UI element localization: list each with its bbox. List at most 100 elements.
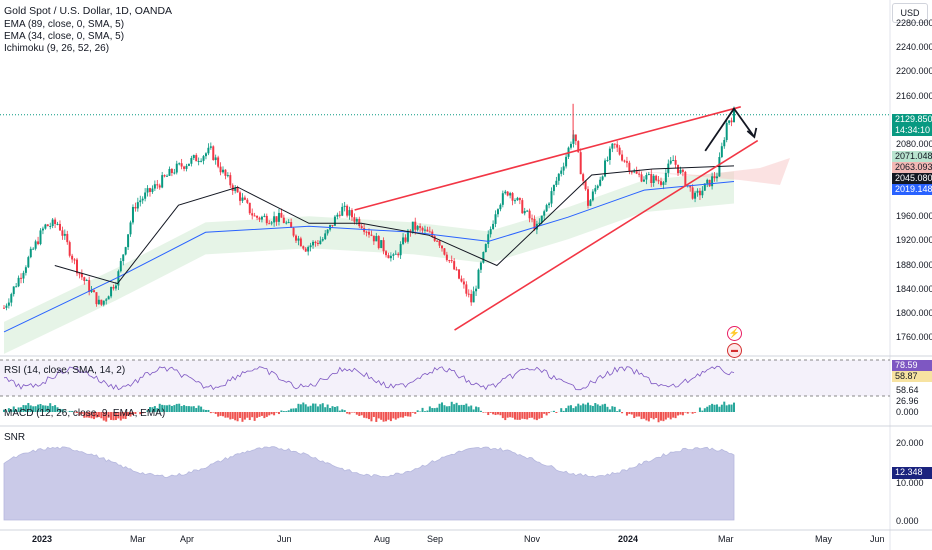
- indicator-ichimoku-label: Ichimoku (9, 26, 52, 26): [4, 43, 110, 54]
- candle-body: [307, 247, 310, 252]
- candle-body: [574, 134, 577, 142]
- macd-bar: [698, 407, 701, 412]
- candle-body: [621, 154, 624, 161]
- macd-bar: [402, 412, 405, 418]
- candle-body: [450, 260, 453, 262]
- macd-bar: [652, 412, 655, 420]
- candle-body: [725, 122, 728, 140]
- macd-bar: [363, 412, 366, 418]
- macd-bar: [662, 412, 665, 422]
- macd-bar: [389, 412, 392, 422]
- price-tick: 1840.000: [896, 283, 932, 294]
- candle-body: [66, 233, 69, 243]
- macd-bar: [151, 407, 154, 412]
- candle-body: [591, 191, 594, 201]
- candle-body: [260, 216, 263, 220]
- candle-body: [7, 302, 10, 306]
- price-tag: 2063.093: [892, 162, 932, 173]
- macd-bar: [672, 412, 675, 418]
- macd-bar: [723, 401, 726, 412]
- macd-bar: [458, 405, 461, 412]
- macd-bar: [533, 412, 536, 420]
- macd-bar: [504, 412, 507, 421]
- macd-bar: [382, 412, 385, 422]
- candle-body: [701, 190, 704, 196]
- macd-bar: [76, 412, 78, 413]
- dividend-event-icon[interactable]: ⚡: [727, 326, 742, 341]
- candle-body: [669, 160, 672, 164]
- candle-body: [12, 286, 15, 295]
- macd-bar: [455, 402, 458, 412]
- macd-bar: [358, 412, 361, 416]
- macd-bar: [183, 405, 186, 412]
- candle-body: [618, 147, 621, 155]
- macd-bar: [273, 412, 276, 416]
- macd-bar: [299, 404, 302, 412]
- macd-bar: [114, 412, 117, 421]
- currency-button[interactable]: USD: [892, 3, 928, 23]
- rsi-band: [0, 360, 890, 396]
- macd-bar: [677, 412, 680, 416]
- macd-bar: [608, 409, 611, 412]
- macd-bar: [251, 412, 254, 418]
- macd-bar: [650, 412, 653, 419]
- candle-body: [438, 240, 441, 246]
- candle-body: [684, 171, 687, 186]
- candle-body: [394, 253, 397, 255]
- macd-bar: [555, 412, 558, 413]
- candle-body: [192, 155, 195, 159]
- candle-body: [166, 175, 169, 177]
- candle-body: [587, 189, 589, 206]
- candle-body: [715, 176, 718, 179]
- candle-body: [319, 240, 322, 245]
- candle-body: [475, 288, 478, 292]
- macd-bar: [263, 412, 266, 419]
- macd-bar: [640, 412, 643, 420]
- time-tick: Apr: [180, 534, 195, 544]
- candle-body: [105, 299, 108, 301]
- macd-bar: [521, 412, 524, 419]
- macd-bar: [436, 407, 439, 412]
- macd-bar: [61, 409, 64, 412]
- candle-body: [222, 169, 224, 173]
- candle-body: [543, 211, 546, 216]
- macd-bar: [453, 404, 456, 412]
- candle-body: [61, 230, 64, 236]
- macd-bar: [297, 403, 300, 412]
- macd-bar: [628, 412, 631, 415]
- candle-body: [664, 172, 667, 183]
- candle-body: [409, 230, 412, 233]
- candle-body: [258, 217, 261, 220]
- candle-body: [720, 146, 723, 158]
- candle-body: [29, 248, 32, 258]
- macd-bar: [156, 408, 159, 412]
- time-tick: Jun: [870, 534, 885, 544]
- candle-body: [623, 160, 626, 162]
- candle-body: [341, 206, 344, 216]
- candle-body: [200, 160, 203, 162]
- candle-body: [58, 223, 61, 231]
- macd-bar: [601, 404, 604, 412]
- candle-body: [606, 160, 609, 162]
- candle-body: [657, 180, 660, 182]
- candle-body: [17, 277, 20, 287]
- candle-body: [698, 190, 701, 196]
- candle-body: [548, 203, 551, 206]
- macd-bar: [526, 412, 529, 420]
- macd-bar: [324, 407, 327, 412]
- us-flag-event-icon[interactable]: ▬: [727, 343, 742, 358]
- macd-bar: [217, 412, 220, 417]
- candle-body: [436, 240, 439, 242]
- macd-bar: [360, 412, 363, 416]
- candle-body: [706, 179, 709, 184]
- macd-bar: [587, 402, 589, 412]
- macd-bar: [58, 408, 61, 412]
- macd-bar: [153, 406, 156, 412]
- macd-bar: [241, 412, 244, 422]
- macd-bar: [202, 409, 205, 412]
- candle-body: [27, 257, 30, 268]
- candle-body: [496, 209, 499, 215]
- macd-bar: [445, 406, 448, 412]
- macd-bar: [134, 412, 137, 414]
- macd-bar: [329, 407, 332, 412]
